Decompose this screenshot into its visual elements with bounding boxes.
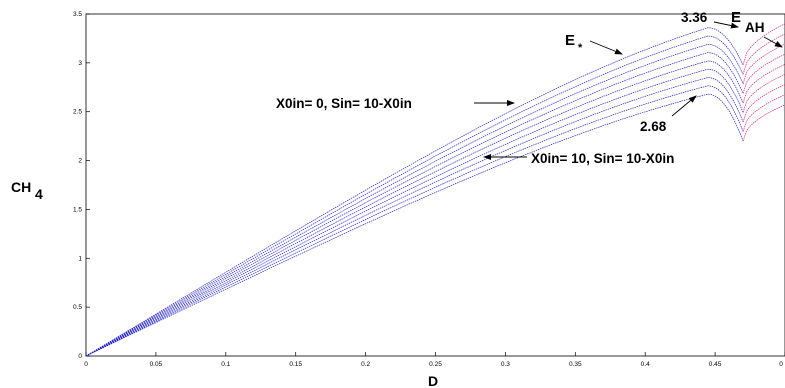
e-star-curve: [85, 27, 744, 357]
x-tick-label: 0.3: [501, 361, 510, 368]
x-tick-label: 0: [84, 361, 88, 368]
axis-ticks: 0 0.05 0.1 0.15 0.2 0.25 0.3 0.35 0.4 0.45 000.511…: [73, 11, 785, 368]
x-axis-label: D: [428, 373, 438, 388]
e-star-label: E: [565, 32, 575, 49]
e-ah-curve: [742, 53, 785, 94]
peak-top-arrow: [713, 21, 739, 29]
e-ah-curve: [742, 94, 785, 132]
e-ah-curve: [742, 23, 785, 65]
peak-bottom-arrow: [671, 95, 697, 117]
x0in-ten-label: X0in= 10, Sin= 10-X0in: [531, 151, 674, 166]
e-star-curve: [85, 43, 744, 357]
y-axis-label: CH: [11, 179, 31, 195]
e-star-curve: [85, 60, 744, 357]
e-star-curve: [85, 35, 744, 357]
data-curves: [85, 23, 785, 357]
y-tick-label: 3: [78, 60, 82, 67]
e-ah-arrow: [763, 36, 783, 48]
y-axis-label-sub: 4: [35, 186, 43, 202]
peak-bottom-label: 2.68: [640, 119, 667, 134]
e-star-curve: [85, 52, 744, 357]
e-ah-curve: [742, 63, 785, 104]
e-ah-sub: AH: [745, 20, 765, 35]
e-star-arrow: [589, 40, 623, 55]
e-ah-label: E: [731, 9, 741, 26]
e-star-curve: [85, 68, 744, 357]
e-ah-curve: [742, 33, 785, 75]
x0in-zero-label: X0in= 0, Sin= 10-X0in: [276, 96, 412, 111]
x-tick-label: 0: [779, 361, 783, 368]
e-ah-curve: [742, 104, 785, 142]
y-tick-label: 1: [78, 255, 82, 262]
e-ah-curve: [742, 84, 785, 123]
x-tick-label: 0.1: [221, 361, 230, 368]
y-tick-label: 2: [78, 158, 82, 165]
x-tick-label: 0.35: [569, 361, 582, 368]
e-ah-curve: [742, 74, 785, 113]
e-star-mark: *: [578, 42, 583, 54]
y-tick-label: 1.5: [73, 206, 82, 213]
x-tick-label: 0.25: [429, 361, 442, 368]
plot-frame: [85, 13, 785, 357]
x-tick-label: 0.15: [289, 361, 302, 368]
x-tick-label: 0.2: [361, 361, 370, 368]
y-tick-label: 0.5: [73, 304, 82, 311]
peak-top-label: 3.36: [681, 10, 708, 25]
x-tick-label: 0.45: [709, 361, 722, 368]
e-star-curve: [85, 77, 744, 357]
y-tick-label: 0: [78, 353, 82, 360]
x-tick-label: 0.05: [150, 361, 163, 368]
y-tick-label: 3.5: [73, 11, 82, 18]
y-tick-label: 2.5: [73, 109, 82, 116]
e-star-curve: [85, 93, 744, 357]
e-star-curve: [85, 85, 744, 357]
x-tick-label: 0.4: [641, 361, 650, 368]
